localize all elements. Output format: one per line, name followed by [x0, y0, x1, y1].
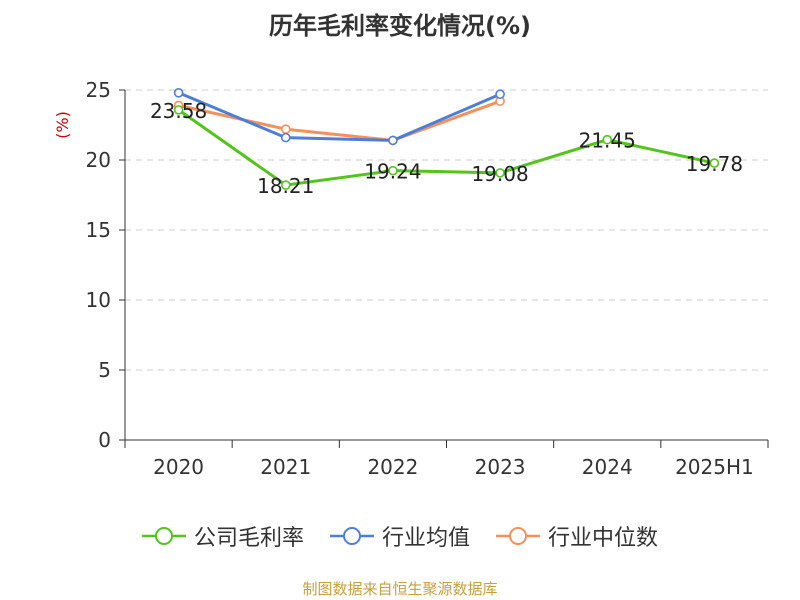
series-line-0 [177, 108, 715, 187]
x-tick-label: 2022 [367, 455, 418, 479]
data-label: 21.45 [579, 129, 636, 153]
x-tick-label: 2025H1 [675, 455, 754, 479]
x-tick-label: 2021 [260, 455, 311, 479]
legend-label: 公司毛利率 [193, 526, 304, 551]
y-tick-label: 20 [86, 148, 111, 172]
data-point [388, 165, 398, 176]
legend-item[interactable]: 行业中位数 [496, 520, 658, 552]
legend-marker-icon [141, 527, 186, 545]
y-tick-label: 15 [86, 218, 111, 242]
series-line-2 [178, 99, 501, 142]
y-tick-label: 10 [86, 288, 111, 312]
data-point [173, 105, 184, 115]
legend-circle [342, 527, 361, 545]
x-tick-label: 2024 [582, 455, 633, 479]
y-tick-label: 5 [98, 358, 111, 382]
legend-circle [154, 527, 173, 545]
data-point [280, 180, 291, 190]
chart-title: 历年毛利率变化情况(%) [269, 12, 531, 40]
y-tick-label: 0 [98, 428, 111, 452]
legend-label: 行业中位数 [548, 526, 659, 551]
y-axis-label: (%) [53, 111, 72, 139]
data-label: 19.78 [686, 152, 743, 176]
x-tick-label: 2020 [153, 455, 204, 479]
data-point [709, 158, 720, 168]
series-line-1 [178, 91, 501, 142]
data-label: 19.08 [471, 162, 528, 186]
data-point [388, 135, 398, 146]
data-point [280, 132, 291, 143]
axes: 0 5 10 15 20 25 2020 2021 2022 2023 2024 2025H1 (%) [53, 78, 769, 479]
x-tick-label: 2023 [475, 455, 526, 479]
legend-circle [509, 527, 527, 545]
legend-item[interactable]: 行业均值 [329, 520, 470, 552]
data-labels: 23.58 18.21 19.24 19.08 21.45 19.78 [150, 99, 743, 198]
data-label: 18.21 [257, 174, 314, 198]
data-label: 19.24 [364, 160, 421, 184]
series-lines [173, 88, 720, 190]
source-note: 制图数据来自恒生聚源数据库 [302, 580, 498, 598]
legend-label: 行业均值 [381, 526, 470, 551]
data-point [495, 168, 505, 178]
legend-item[interactable]: 公司毛利率 [141, 520, 304, 552]
y-tick-label: 25 [86, 78, 111, 102]
data-point [495, 89, 505, 99]
legend-marker-icon [329, 527, 374, 545]
grid-lines [125, 89, 768, 371]
data-point [173, 88, 184, 98]
data-label: 23.58 [150, 99, 207, 123]
data-point [280, 124, 291, 134]
legend: 公司毛利率 行业均值 行业中位数 [0, 520, 800, 552]
legend-marker-icon [496, 527, 540, 545]
data-point [602, 134, 613, 145]
